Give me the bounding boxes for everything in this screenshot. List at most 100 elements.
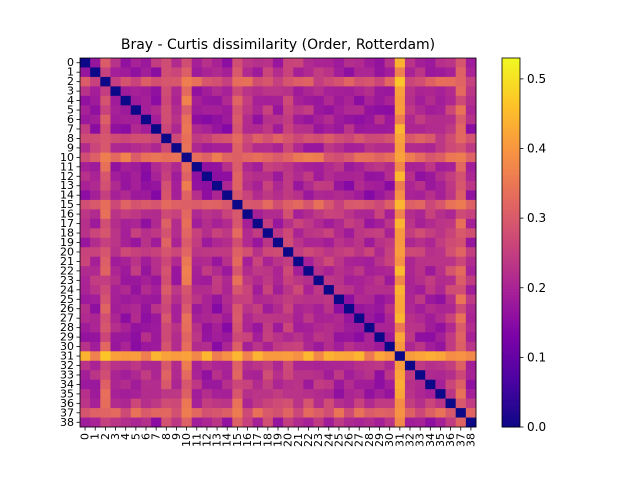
x-tick-label: 26: [343, 433, 356, 447]
heatmap-cell: [293, 275, 304, 286]
heatmap-cell: [293, 171, 304, 182]
heatmap-cell: [313, 86, 325, 97]
heatmap-cell: [110, 67, 122, 78]
colorbar-segment: [502, 264, 520, 268]
colorbar-segment: [502, 144, 520, 148]
heatmap-cell: [262, 105, 274, 116]
heatmap-cell: [445, 190, 457, 201]
heatmap-cell: [151, 162, 162, 172]
heatmap-cell: [445, 360, 457, 371]
heatmap-cell: [293, 133, 304, 144]
heatmap-cell: [212, 360, 223, 371]
heatmap-cell: [252, 152, 264, 163]
heatmap-cell: [242, 285, 254, 295]
heatmap-cell: [435, 209, 446, 220]
heatmap-cell: [455, 114, 467, 125]
heatmap-cell: [272, 228, 284, 239]
heatmap-cell: [425, 237, 436, 248]
heatmap-cell: [435, 76, 446, 87]
heatmap-cell: [181, 351, 193, 362]
heatmap-cell: [283, 332, 294, 343]
heatmap-cell: [404, 76, 416, 87]
heatmap-cell: [435, 379, 446, 390]
heatmap-cell: [262, 398, 274, 409]
colorbar-segment: [502, 399, 520, 403]
heatmap-cell: [272, 95, 284, 106]
heatmap-cell: [384, 294, 396, 305]
heatmap-cell: [333, 67, 345, 78]
heatmap-cell: [283, 398, 294, 409]
colorbar-segment: [502, 224, 520, 228]
y-tick-label: 35: [60, 387, 74, 400]
heatmap-cell: [303, 105, 314, 116]
heatmap-cell: [272, 105, 284, 116]
heatmap-cell: [161, 86, 172, 97]
heatmap-cell: [151, 398, 162, 409]
heatmap-cell: [212, 171, 223, 182]
heatmap-cell: [374, 58, 386, 68]
heatmap-cell: [252, 389, 264, 400]
heatmap-cell: [252, 76, 264, 87]
heatmap-cell: [140, 247, 152, 258]
heatmap-cell: [80, 322, 91, 333]
heatmap-cell: [354, 124, 365, 135]
heatmap-cell: [425, 209, 436, 220]
heatmap-cell: [222, 218, 233, 229]
heatmap-cell: [344, 181, 355, 191]
x-tick-label: 20: [282, 433, 295, 447]
heatmap-cell: [130, 304, 142, 314]
heatmap-cell: [161, 105, 172, 116]
heatmap-cell: [222, 341, 233, 352]
colorbar-segment: [502, 181, 520, 185]
heatmap-cell: [242, 389, 254, 400]
x-tick-label: 12: [200, 433, 213, 447]
heatmap-cell: [303, 417, 314, 428]
heatmap-cell: [323, 379, 335, 390]
heatmap-cell: [181, 133, 193, 144]
heatmap-cell: [323, 313, 335, 324]
colorbar-segment: [502, 313, 520, 317]
colorbar-segment: [502, 64, 520, 68]
heatmap-cell: [120, 76, 132, 87]
heatmap-cell: [120, 389, 132, 400]
heatmap-cell: [212, 341, 223, 352]
heatmap-cell: [455, 181, 467, 191]
heatmap-cell: [262, 171, 274, 182]
heatmap-cell: [181, 209, 193, 220]
heatmap-cell: [435, 332, 446, 343]
heatmap-cell: [191, 181, 203, 191]
heatmap-cell: [374, 332, 386, 343]
heatmap-cell: [151, 313, 162, 324]
heatmap-cell: [455, 171, 467, 182]
heatmap-cell: [293, 209, 304, 220]
colorbar-segment: [502, 85, 520, 90]
heatmap-cell: [110, 275, 122, 286]
heatmap-cell: [384, 105, 396, 116]
heatmap-cell: [222, 313, 233, 324]
heatmap-cell: [344, 67, 355, 78]
heatmap-cell: [242, 341, 254, 352]
colorbar-segment: [502, 276, 520, 280]
heatmap-cell: [425, 313, 436, 324]
heatmap-cell: [252, 114, 264, 125]
heatmap-cell: [323, 114, 335, 125]
heatmap-cell: [242, 266, 254, 277]
heatmap-cell: [242, 124, 254, 135]
heatmap-cell: [191, 133, 203, 144]
heatmap-cell: [415, 114, 426, 125]
y-tick-label: 36: [60, 397, 74, 410]
heatmap-cell: [394, 247, 406, 258]
heatmap-cell: [130, 133, 142, 144]
y-tick-label: 31: [60, 350, 74, 363]
heatmap-cell: [171, 322, 182, 333]
heatmap-cell: [344, 199, 355, 210]
heatmap-cell: [181, 190, 193, 201]
heatmap-cell: [252, 247, 264, 258]
heatmap-cell: [415, 256, 426, 267]
heatmap-cell: [161, 370, 172, 381]
heatmap-cell: [415, 370, 426, 381]
y-tick-label: 6: [67, 113, 74, 126]
heatmap-cell: [445, 228, 457, 239]
y-tick-label: 12: [60, 170, 74, 183]
heatmap-cell: [272, 209, 284, 220]
